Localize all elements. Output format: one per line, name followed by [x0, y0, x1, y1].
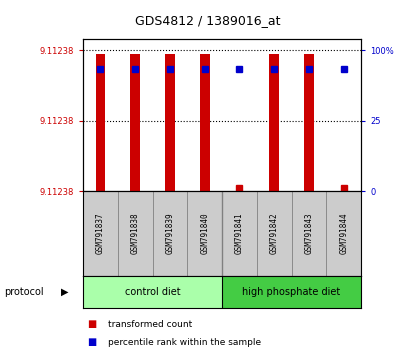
Bar: [269, 55, 279, 191]
Text: GSM791842: GSM791842: [270, 213, 278, 255]
Text: GDS4812 / 1389016_at: GDS4812 / 1389016_at: [135, 14, 280, 27]
Text: GSM791837: GSM791837: [96, 213, 105, 255]
Text: GSM791843: GSM791843: [305, 213, 313, 255]
Text: GSM791844: GSM791844: [339, 213, 348, 255]
Text: GSM791841: GSM791841: [235, 213, 244, 255]
Text: ■: ■: [87, 319, 96, 329]
Bar: [95, 55, 105, 191]
Text: GSM791839: GSM791839: [166, 213, 174, 255]
Bar: [222, 276, 361, 308]
Text: GSM791838: GSM791838: [131, 213, 139, 255]
Bar: [165, 55, 175, 191]
Text: protocol: protocol: [4, 287, 44, 297]
Text: ▶: ▶: [61, 287, 68, 297]
Bar: [130, 55, 140, 191]
Text: ■: ■: [87, 337, 96, 348]
Bar: [200, 55, 210, 191]
Bar: [83, 276, 222, 308]
Text: transformed count: transformed count: [108, 320, 192, 329]
Bar: [304, 55, 314, 191]
Text: GSM791840: GSM791840: [200, 213, 209, 255]
Text: high phosphate diet: high phosphate diet: [242, 287, 341, 297]
Text: percentile rank within the sample: percentile rank within the sample: [108, 338, 261, 347]
Text: control diet: control diet: [124, 287, 181, 297]
